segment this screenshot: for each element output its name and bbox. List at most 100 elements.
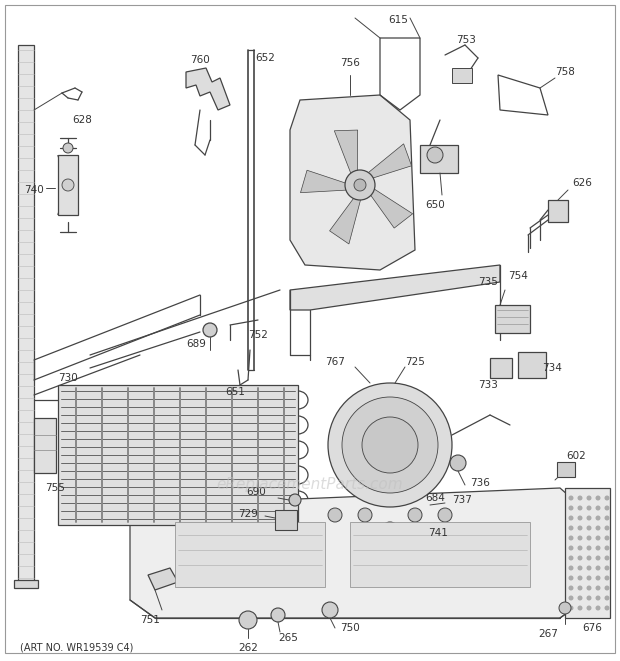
- Circle shape: [577, 545, 583, 551]
- Bar: [60, 387, 296, 523]
- Circle shape: [342, 397, 438, 493]
- Text: 650: 650: [425, 200, 445, 210]
- Polygon shape: [305, 500, 475, 515]
- Circle shape: [604, 605, 609, 611]
- Polygon shape: [363, 144, 412, 180]
- Circle shape: [322, 602, 338, 618]
- Circle shape: [604, 596, 609, 600]
- Bar: [175, 522, 325, 587]
- Circle shape: [587, 586, 591, 590]
- Text: 736: 736: [470, 478, 490, 488]
- Circle shape: [62, 179, 74, 191]
- Bar: [548, 200, 568, 222]
- Polygon shape: [290, 95, 415, 270]
- Circle shape: [595, 496, 601, 500]
- Circle shape: [595, 596, 601, 600]
- Text: 725: 725: [405, 357, 425, 367]
- Circle shape: [587, 535, 591, 541]
- Circle shape: [595, 516, 601, 520]
- Text: 262: 262: [238, 643, 258, 653]
- Circle shape: [577, 555, 583, 561]
- Circle shape: [577, 496, 583, 500]
- Text: 267: 267: [538, 629, 558, 639]
- Text: 752: 752: [248, 330, 268, 340]
- Circle shape: [569, 605, 574, 611]
- Circle shape: [587, 525, 591, 531]
- Bar: [18, 45, 34, 585]
- Bar: [495, 305, 530, 333]
- Circle shape: [595, 506, 601, 510]
- Polygon shape: [366, 185, 413, 228]
- Circle shape: [595, 566, 601, 570]
- Circle shape: [362, 417, 418, 473]
- Text: 733: 733: [478, 380, 498, 390]
- Polygon shape: [290, 265, 500, 310]
- Polygon shape: [186, 68, 230, 110]
- Circle shape: [239, 611, 257, 629]
- Bar: [490, 358, 512, 378]
- Text: 750: 750: [340, 623, 360, 633]
- Circle shape: [577, 516, 583, 520]
- Text: 652: 652: [255, 53, 275, 63]
- Text: 740: 740: [24, 185, 44, 195]
- Circle shape: [271, 608, 285, 622]
- Text: 751: 751: [140, 615, 160, 625]
- Circle shape: [587, 516, 591, 520]
- Circle shape: [604, 555, 609, 561]
- Circle shape: [604, 516, 609, 520]
- Text: 651: 651: [225, 387, 245, 397]
- Circle shape: [595, 576, 601, 580]
- Text: eReplacementParts.com: eReplacementParts.com: [216, 477, 404, 492]
- Bar: [14, 580, 38, 588]
- Circle shape: [577, 566, 583, 570]
- Circle shape: [604, 545, 609, 551]
- Bar: [275, 510, 297, 530]
- Text: 758: 758: [555, 67, 575, 77]
- Text: 755: 755: [45, 483, 65, 493]
- Circle shape: [569, 525, 574, 531]
- Circle shape: [604, 566, 609, 570]
- Text: 756: 756: [340, 58, 360, 68]
- Circle shape: [587, 496, 591, 500]
- Circle shape: [587, 596, 591, 600]
- Circle shape: [427, 147, 443, 163]
- Circle shape: [382, 522, 398, 538]
- Circle shape: [569, 596, 574, 600]
- Circle shape: [587, 506, 591, 510]
- Bar: [557, 462, 575, 477]
- Bar: [565, 488, 610, 618]
- Circle shape: [569, 545, 574, 551]
- Polygon shape: [330, 192, 363, 244]
- Text: 690: 690: [246, 487, 266, 497]
- Circle shape: [587, 555, 591, 561]
- Circle shape: [354, 179, 366, 191]
- Circle shape: [595, 605, 601, 611]
- Circle shape: [569, 555, 574, 561]
- Text: 734: 734: [542, 363, 562, 373]
- Text: 628: 628: [72, 115, 92, 125]
- Circle shape: [569, 496, 574, 500]
- Polygon shape: [148, 568, 178, 590]
- Text: 753: 753: [456, 35, 476, 45]
- Text: 602: 602: [566, 451, 586, 461]
- Circle shape: [604, 525, 609, 531]
- Circle shape: [559, 602, 571, 614]
- Bar: [420, 145, 458, 173]
- Circle shape: [577, 576, 583, 580]
- Circle shape: [569, 506, 574, 510]
- Text: 741: 741: [428, 528, 448, 538]
- Text: 754: 754: [508, 271, 528, 281]
- Circle shape: [289, 494, 301, 506]
- Circle shape: [203, 323, 217, 337]
- Bar: [58, 155, 78, 215]
- Circle shape: [450, 455, 466, 471]
- Circle shape: [577, 535, 583, 541]
- Circle shape: [569, 516, 574, 520]
- Circle shape: [63, 143, 73, 153]
- Circle shape: [328, 508, 342, 522]
- Circle shape: [587, 576, 591, 580]
- Circle shape: [577, 525, 583, 531]
- Text: 767: 767: [325, 357, 345, 367]
- Text: 615: 615: [388, 15, 408, 25]
- Text: 737: 737: [452, 495, 472, 505]
